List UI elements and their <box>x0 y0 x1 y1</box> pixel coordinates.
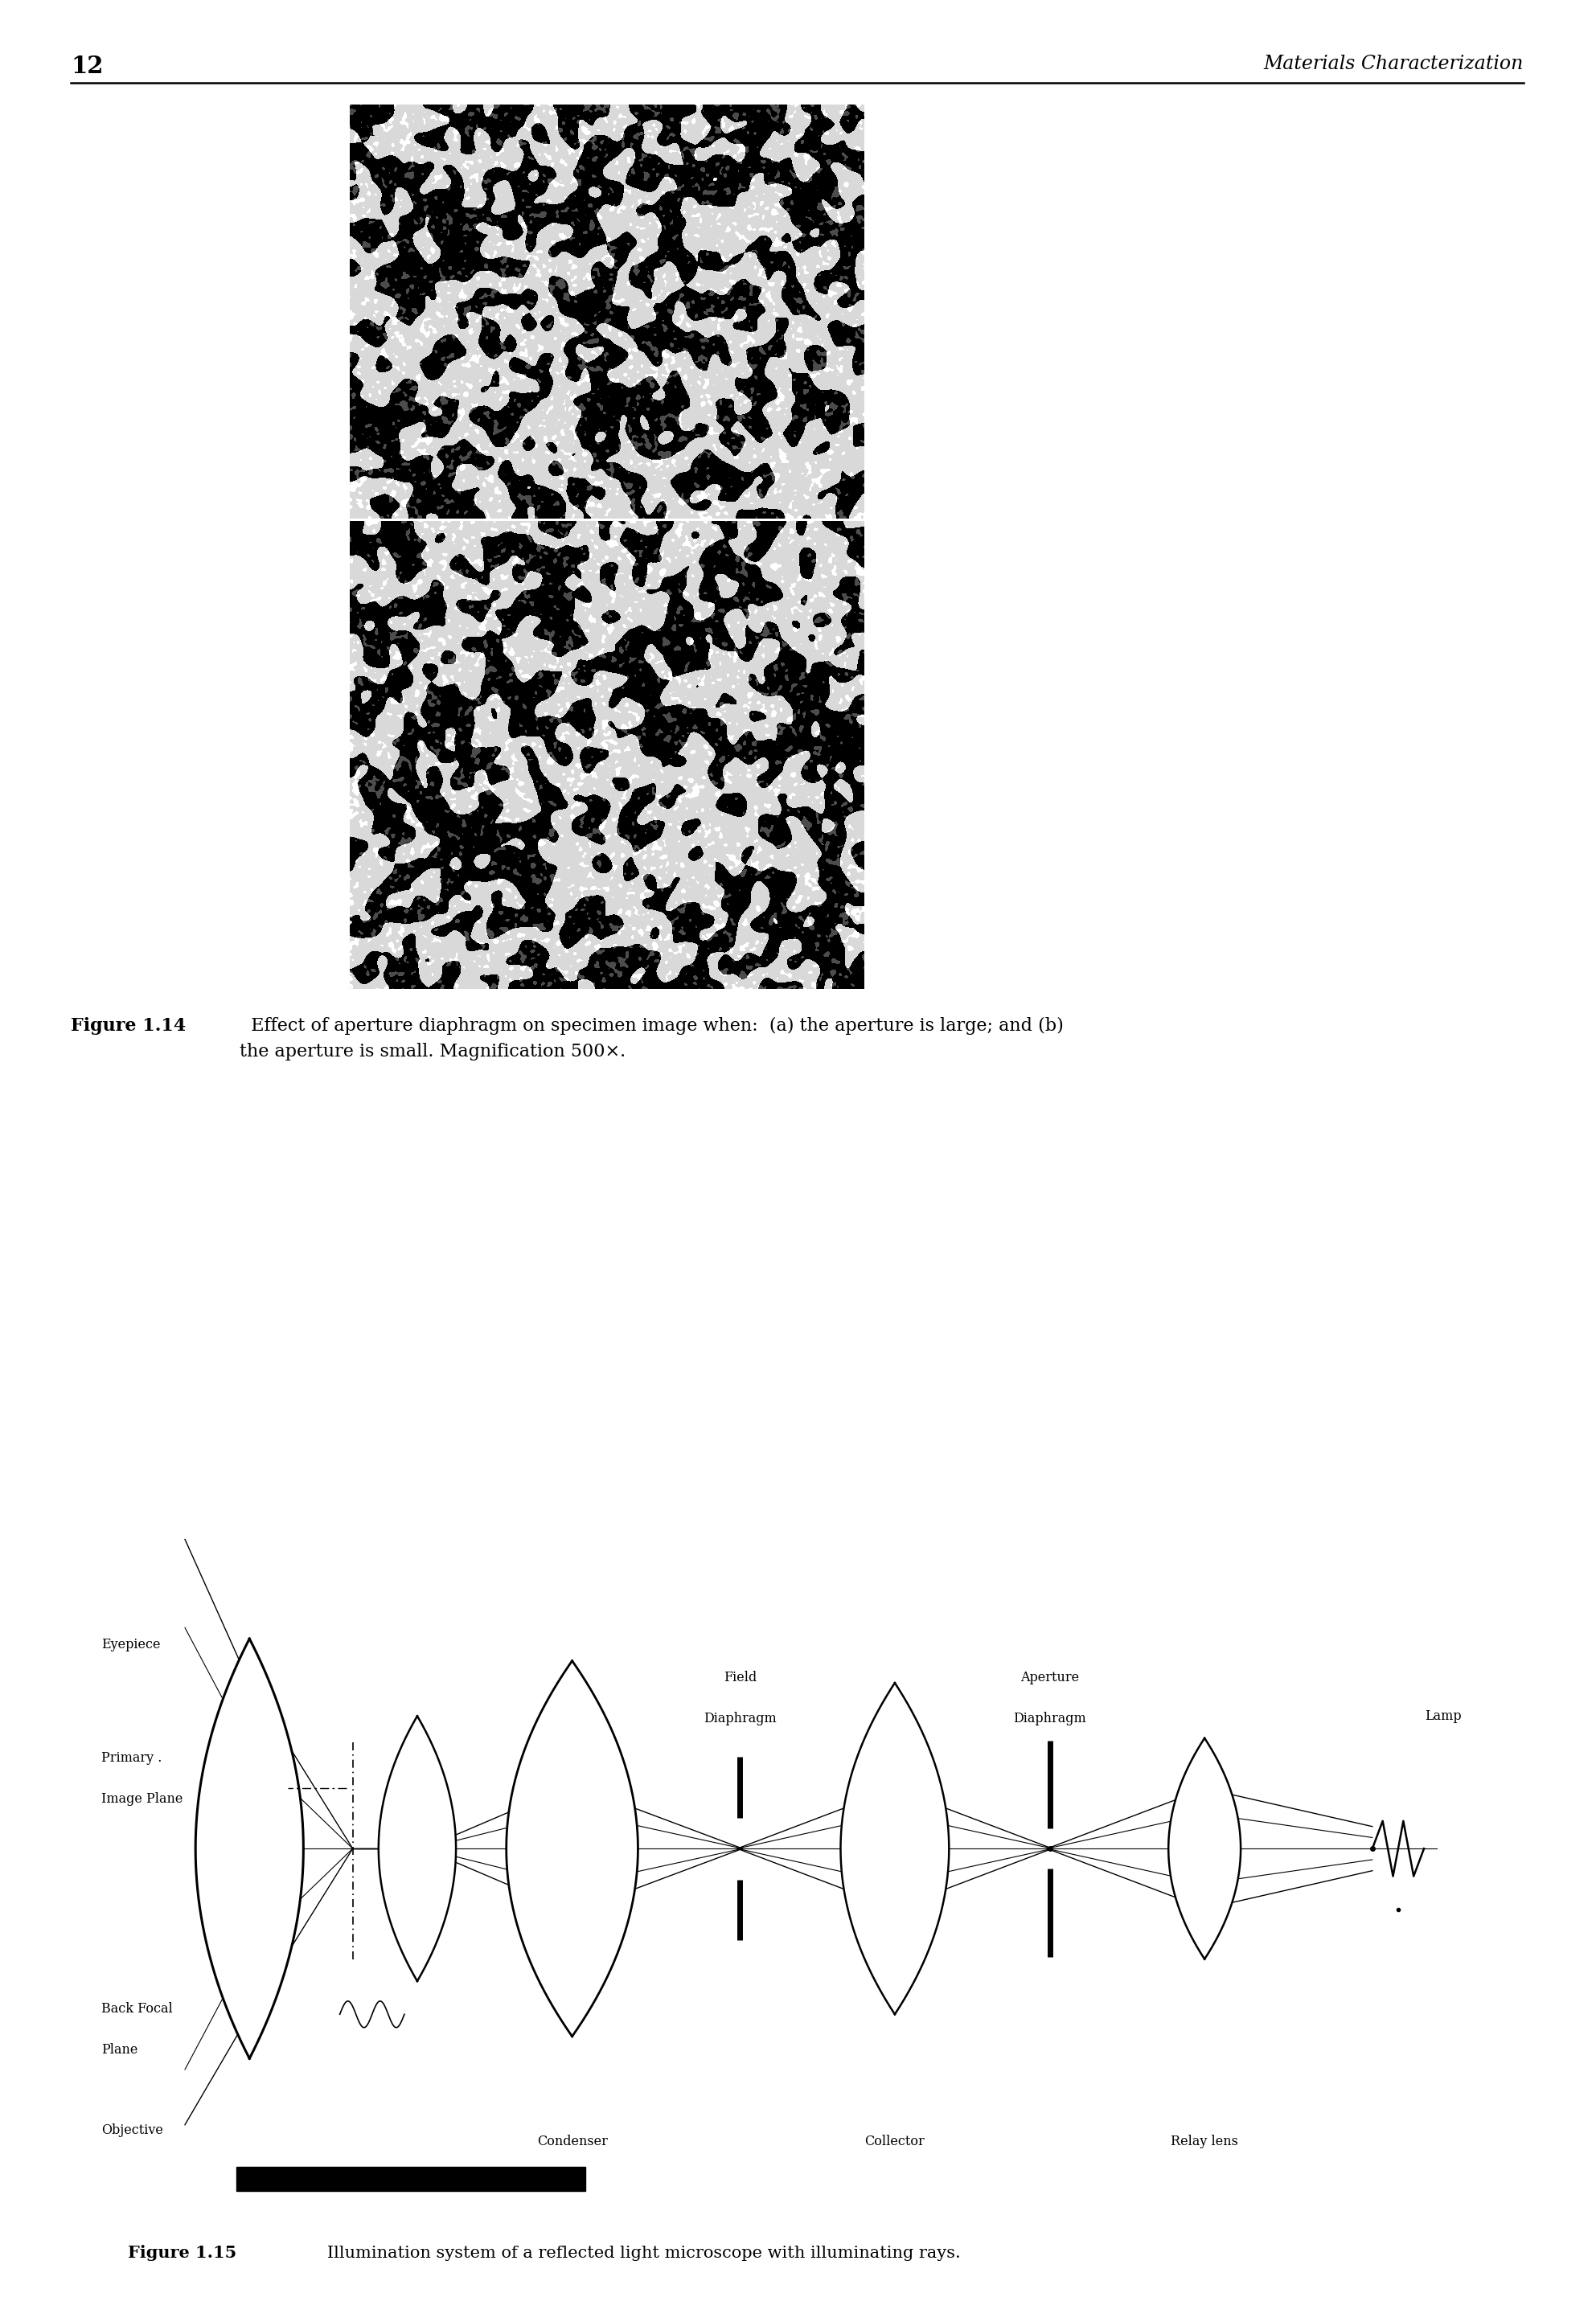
Text: Materials Characterization: Materials Characterization <box>1264 56 1524 74</box>
Text: 12: 12 <box>70 56 104 79</box>
Polygon shape <box>1168 1738 1240 1959</box>
Text: Effect of aperture diaphragm on specimen image when:  (a) the aperture is large;: Effect of aperture diaphragm on specimen… <box>239 1018 1063 1062</box>
Text: Image Plane: Image Plane <box>101 1792 182 1806</box>
Text: Objective: Objective <box>101 2123 163 2137</box>
Polygon shape <box>841 1683 950 2014</box>
Text: Primary .: Primary . <box>101 1750 161 1764</box>
Text: Figure 1.14: Figure 1.14 <box>70 1018 185 1034</box>
Text: Relay lens: Relay lens <box>1171 2135 1238 2149</box>
Text: Plane: Plane <box>101 2042 137 2056</box>
Text: Field: Field <box>723 1671 757 1685</box>
Text: Collector: Collector <box>865 2135 924 2149</box>
Text: Aperture: Aperture <box>1020 1671 1079 1685</box>
Text: Back Focal: Back Focal <box>101 2003 172 2017</box>
Polygon shape <box>196 1639 303 2058</box>
Text: Lamp: Lamp <box>1425 1708 1462 1722</box>
Text: b: b <box>364 538 375 556</box>
Text: Diaphragm: Diaphragm <box>704 1711 776 1725</box>
Text: Condenser: Condenser <box>536 2135 608 2149</box>
Text: a: a <box>364 123 375 139</box>
Text: Diaphragm: Diaphragm <box>1013 1711 1087 1725</box>
Polygon shape <box>506 1660 638 2038</box>
Text: Illumination system of a reflected light microscope with illuminating rays.: Illumination system of a reflected light… <box>311 2246 961 2260</box>
Text: Eyepiece: Eyepiece <box>101 1637 160 1650</box>
Text: Figure 1.15: Figure 1.15 <box>128 2246 236 2260</box>
Polygon shape <box>378 1715 456 1982</box>
Bar <box>236 2167 586 2191</box>
